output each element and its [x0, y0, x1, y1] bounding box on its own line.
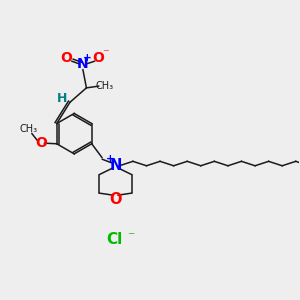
Text: CH₃: CH₃ — [96, 80, 114, 91]
Text: +: + — [83, 53, 92, 63]
Text: O: O — [35, 136, 47, 150]
Text: Cl: Cl — [106, 232, 122, 247]
Text: ⁻: ⁻ — [127, 230, 134, 244]
Text: +: + — [106, 154, 115, 164]
Text: N: N — [109, 158, 122, 173]
Text: ⁻: ⁻ — [102, 47, 109, 60]
Text: O: O — [109, 192, 122, 207]
Text: N: N — [77, 57, 89, 71]
Text: CH₃: CH₃ — [20, 124, 38, 134]
Text: O: O — [92, 51, 104, 64]
Text: H: H — [57, 92, 67, 105]
Text: O: O — [61, 51, 73, 64]
